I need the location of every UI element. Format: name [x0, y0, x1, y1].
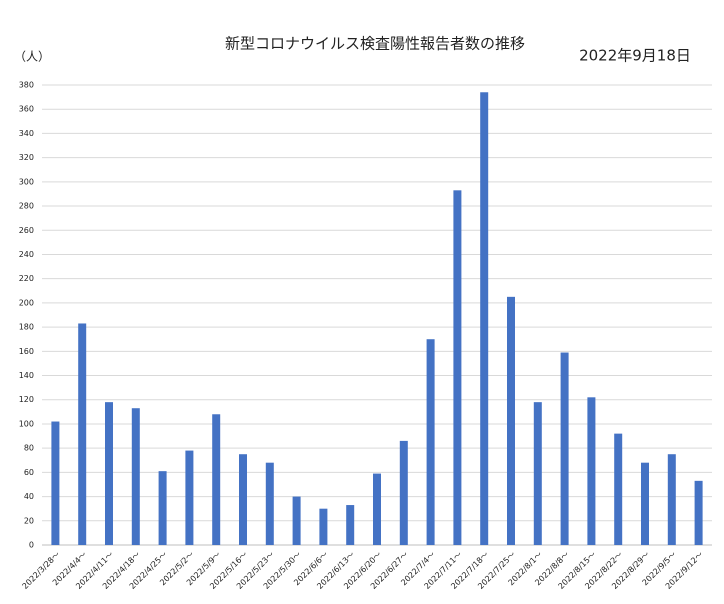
bar: [51, 421, 60, 545]
chart-subtitle: 2022年9月18日: [579, 47, 691, 65]
y-tick-label: 340: [19, 129, 34, 138]
bar: [614, 433, 623, 545]
y-tick-label: 260: [19, 226, 34, 235]
bar: [694, 480, 703, 545]
y-tick-label: 360: [19, 105, 34, 114]
y-tick-label: 240: [19, 250, 34, 259]
bar: [587, 397, 596, 545]
y-tick-label: 220: [19, 274, 34, 283]
bar: [105, 402, 113, 545]
bar: [453, 190, 462, 545]
y-tick-label: 100: [19, 419, 34, 428]
bar: [265, 462, 274, 545]
bar: [292, 496, 301, 545]
y-tick-label: 300: [19, 177, 34, 186]
bar: [480, 92, 489, 546]
y-axis-label: （人）: [14, 50, 50, 64]
bar: [131, 408, 140, 545]
bar: [346, 505, 355, 545]
y-tick-label: 380: [19, 81, 34, 90]
bar: [641, 462, 649, 545]
y-tick-label: 80: [24, 444, 34, 453]
bar: [212, 414, 221, 545]
y-tick-label: 180: [19, 323, 34, 332]
bar: [373, 473, 381, 545]
bar: [667, 454, 676, 545]
bar: [560, 352, 569, 545]
bar: [239, 454, 247, 545]
y-tick-label: 20: [24, 516, 34, 525]
bar: [78, 323, 87, 545]
y-tick-label: 320: [19, 153, 34, 162]
bar: [533, 402, 542, 545]
y-tick-label: 60: [24, 468, 34, 477]
bar: [185, 450, 194, 545]
y-tick-label: 0: [29, 541, 34, 550]
chart-title: 新型コロナウイルス検査陽性報告者数の推移: [225, 35, 525, 53]
y-tick-label: 120: [19, 395, 34, 404]
bar: [507, 296, 515, 545]
y-tick-label: 160: [19, 347, 34, 356]
bar: [426, 339, 435, 545]
bar: [158, 471, 167, 545]
y-tick-label: 200: [19, 298, 34, 307]
bar: [399, 440, 408, 545]
y-tick-label: 40: [24, 492, 34, 501]
y-tick-label: 280: [19, 202, 34, 211]
bar: [319, 508, 328, 545]
y-tick-label: 140: [19, 371, 34, 380]
